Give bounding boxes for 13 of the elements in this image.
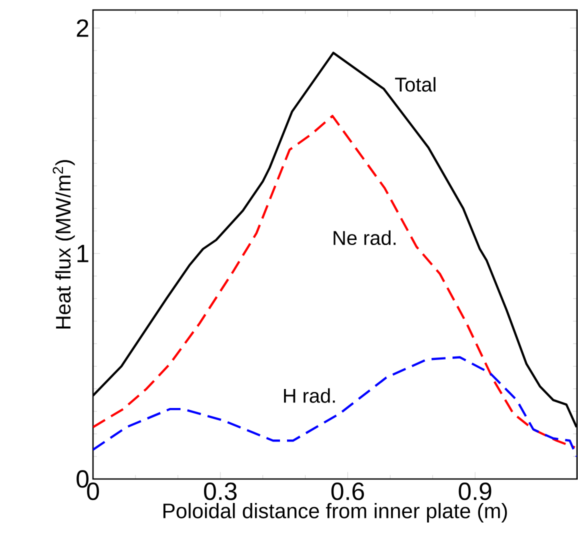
x-tick-label: 0.6 (331, 482, 364, 500)
series-label: Total (395, 77, 436, 92)
series-label: H rad. (284, 388, 335, 403)
y-tick-label: 1 (78, 244, 88, 262)
line-series (93, 356, 578, 458)
x-tick-label: 0.3 (204, 482, 237, 500)
line-series (93, 114, 576, 449)
series-label: Ne rad. (334, 230, 396, 246)
y-axis-title: Heat flux (MW/m$^{2}$) (52, 160, 75, 328)
x-axis-title: Poloidal distance from inner plate (m) (163, 502, 507, 522)
x-tick-label: 0.9 (458, 482, 492, 500)
y-tick-label: 2 (76, 19, 88, 37)
y-tick-label: 0 (76, 470, 89, 488)
